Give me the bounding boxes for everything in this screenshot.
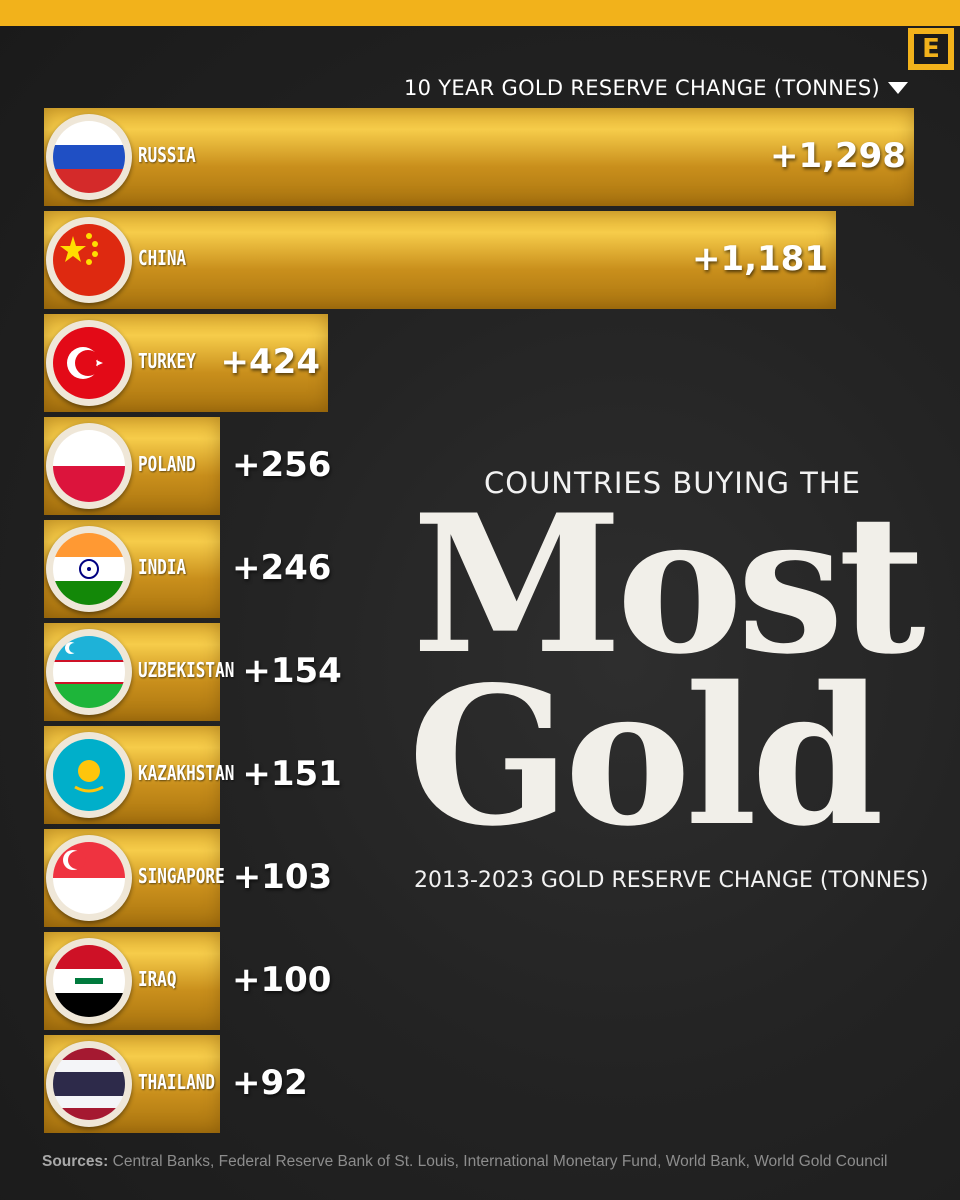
bar-row-uzbekistan: UZBEKISTAN +154 [0,623,960,721]
bar-china [44,211,836,309]
metric-label-text: 10 YEAR GOLD RESERVE CHANGE (TONNES) [404,76,880,100]
bar-row-iraq: IRAQ +100 [0,932,960,1030]
kazakhstan-flag-icon [46,732,132,818]
headline-most: Most [412,473,926,696]
country-label-india: INDIA [138,555,187,579]
iraq-flag-icon [46,938,132,1024]
value-label-kazakhstan: +151 [242,754,342,794]
value-label-singapore: +103 [232,857,333,897]
country-label-kazakhstan: KAZAKHSTAN [138,761,235,785]
thailand-flag-icon [46,1041,132,1127]
value-label-russia: +1,298 [769,136,906,176]
bar-row-india: INDIA +246 [0,520,960,618]
bar-row-singapore: SINGAPORE +103 [0,829,960,927]
country-label-thailand: THAILAND [138,1070,216,1094]
value-label-india: +246 [232,548,332,588]
bar-row-turkey: TURKEY +424 [0,314,960,412]
logo: E [908,28,954,70]
sources-label: Sources: [42,1153,109,1170]
bar-row-poland: POLAND +256 [0,417,960,515]
value-label-iraq: +100 [232,960,332,1000]
bar-row-china: CHINA +1,181 [0,211,960,309]
country-label-poland: POLAND [138,452,196,476]
value-label-turkey: +424 [220,342,320,382]
triangle-down-icon [888,82,908,94]
russia-flag-icon [46,114,132,200]
china-flag-icon [46,217,132,303]
bar-row-thailand: THAILAND +92 [0,1035,960,1133]
value-label-uzbekistan: +154 [242,651,342,691]
country-label-china: CHINA [138,246,187,270]
uzbekistan-flag-icon [46,629,132,715]
country-label-singapore: SINGAPORE [138,864,225,888]
metric-label: 10 YEAR GOLD RESERVE CHANGE (TONNES) [404,76,908,100]
value-label-thailand: +92 [232,1063,308,1103]
country-label-iraq: IRAQ [138,967,177,991]
turkey-flag-icon [46,320,132,406]
country-label-turkey: TURKEY [138,349,196,373]
bar-russia [44,108,914,206]
logo-letter: E [914,34,948,64]
value-label-poland: +256 [232,445,332,485]
poland-flag-icon [46,423,132,509]
headline-gold: Gold [408,645,884,868]
value-label-china: +1,181 [691,239,828,279]
bar-row-kazakhstan: KAZAKHSTAN +151 [0,726,960,824]
sources-footnote: Sources: Central Banks, Federal Reserve … [42,1153,887,1171]
sources-text: Central Banks, Federal Reserve Bank of S… [108,1153,888,1170]
india-flag-icon [46,526,132,612]
singapore-flag-icon [46,835,132,921]
headline-pre: COUNTRIES BUYING THE [484,466,861,500]
country-label-uzbekistan: UZBEKISTAN [138,658,235,682]
bar-row-russia: RUSSIA +1,298 [0,108,960,206]
top-accent-bar [0,0,960,26]
chart-subtitle: 2013-2023 GOLD RESERVE CHANGE (TONNES) [414,868,929,893]
country-label-russia: RUSSIA [138,143,196,167]
